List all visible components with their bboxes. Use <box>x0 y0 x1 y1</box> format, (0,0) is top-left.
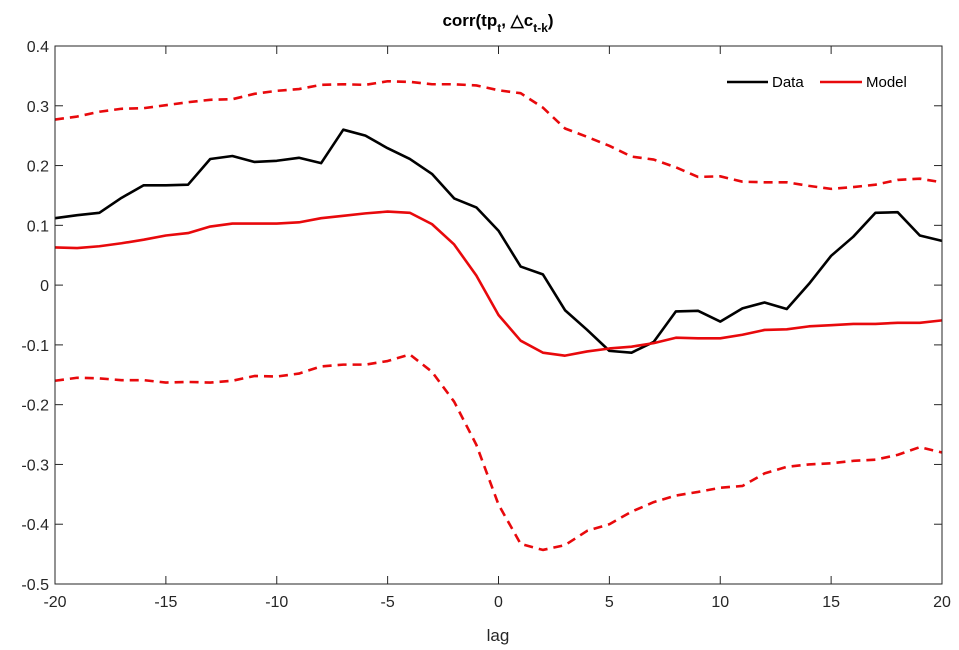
x-tick-label: 0 <box>494 594 503 611</box>
y-tick-label: -0.1 <box>21 338 49 355</box>
y-tick-label: 0.1 <box>27 218 49 235</box>
y-tick-label: -0.2 <box>21 398 49 415</box>
series-model-lower-band <box>54 353 943 552</box>
title-part-main: corr(tp <box>442 11 497 30</box>
series-model-line <box>54 210 943 357</box>
x-axis-label: lag <box>487 626 510 645</box>
title-part-mid: , △c <box>501 11 533 30</box>
x-tick-label: 10 <box>711 594 729 611</box>
x-tick-label: -15 <box>154 594 177 611</box>
x-tick-label: -5 <box>381 594 395 611</box>
ticks-layer: -20 -15 -10 -5 0 5 10 15 20 -0.5 -0.4 -0.3 -0.2 -0.1 0… <box>21 39 951 611</box>
x-tick-label: 20 <box>933 594 951 611</box>
y-tick-label: -0.5 <box>21 577 49 594</box>
series-layer <box>54 79 943 552</box>
legend: Data Model <box>727 74 907 91</box>
legend-label-data: Data <box>772 74 804 91</box>
title-subscript-tk: t-k <box>533 21 548 35</box>
x-tick-label: 5 <box>605 594 614 611</box>
y-tick-label: 0.2 <box>27 159 49 176</box>
x-tick-label: 15 <box>822 594 840 611</box>
x-tick-label: -10 <box>265 594 288 611</box>
y-tick-label: 0.3 <box>27 99 49 116</box>
y-tick-label: -0.3 <box>21 457 49 474</box>
x-tick-label: -20 <box>43 594 66 611</box>
series-model-upper-band <box>54 79 943 191</box>
title-part-end: ) <box>548 11 554 30</box>
y-tick-label: 0.4 <box>27 39 49 56</box>
chart-title: corr(tpt, △ct-k) <box>442 11 553 35</box>
y-tick-label: 0 <box>40 278 49 295</box>
series-data-line <box>54 128 943 354</box>
y-tick-label: -0.4 <box>21 517 49 534</box>
title-subscript-t: t <box>497 21 501 35</box>
legend-label-model: Model <box>866 74 907 91</box>
